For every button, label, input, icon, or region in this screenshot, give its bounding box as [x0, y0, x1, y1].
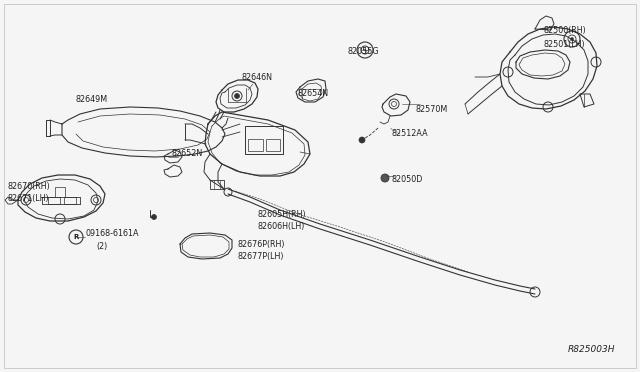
Bar [245, 126, 283, 154]
Text: R: R [74, 234, 79, 240]
Bar [266, 139, 280, 151]
Bar [210, 180, 224, 189]
Text: 82605H(RH): 82605H(RH) [258, 209, 307, 218]
Text: 82055G: 82055G [348, 48, 380, 57]
Circle shape [234, 93, 239, 99]
Text: 82500(RH): 82500(RH) [544, 26, 587, 35]
Text: 82570M: 82570M [415, 106, 447, 115]
Text: 82512AA: 82512AA [392, 129, 429, 138]
Circle shape [570, 38, 573, 41]
Bar [248, 139, 263, 151]
Text: 09168-6161A: 09168-6161A [85, 230, 138, 238]
Text: 82654N: 82654N [298, 90, 329, 99]
Text: 82671(LH): 82671(LH) [8, 193, 50, 202]
Bar [48, 197, 60, 204]
Text: (2): (2) [96, 241, 108, 250]
Circle shape [152, 215, 157, 219]
Text: 82050D: 82050D [392, 176, 424, 185]
Circle shape [381, 174, 389, 182]
Text: 82670(RH): 82670(RH) [8, 182, 51, 190]
Text: 82676P(RH): 82676P(RH) [238, 240, 285, 248]
Text: 82646N: 82646N [241, 74, 272, 83]
Bar [64, 197, 76, 204]
Text: 82677P(LH): 82677P(LH) [238, 251, 285, 260]
Text: R825003H: R825003H [568, 345, 615, 354]
Text: 82652N: 82652N [172, 150, 204, 158]
Circle shape [359, 137, 365, 143]
Text: 82606H(LH): 82606H(LH) [258, 221, 305, 231]
Text: 82649M: 82649M [75, 96, 107, 105]
Text: 82501(LH): 82501(LH) [544, 39, 586, 48]
